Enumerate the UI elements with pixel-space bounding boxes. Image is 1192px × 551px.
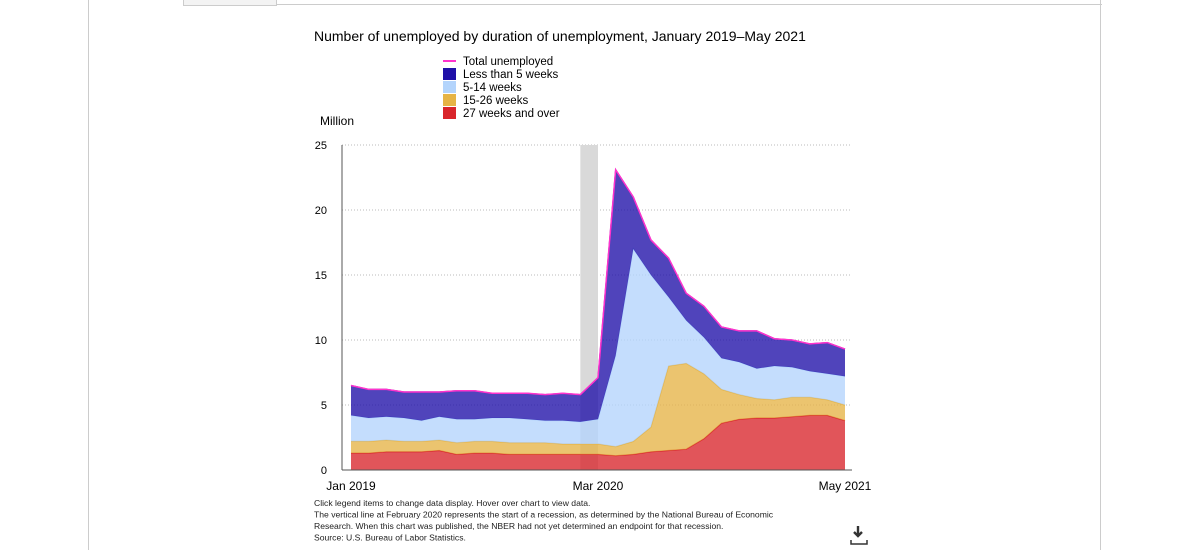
legend-swatch (443, 107, 456, 119)
note: Click legend items to change data displa… (314, 498, 590, 508)
legend-item[interactable]: 15-26 weeks (443, 94, 528, 107)
note: The vertical line at February 2020 repre… (314, 510, 774, 520)
y-tick-label: 5 (321, 400, 327, 412)
legend-label: 5-14 weeks (463, 82, 522, 94)
legend-label: Less than 5 weeks (463, 69, 559, 81)
total-line (350, 167, 846, 396)
panel (183, 4, 1102, 551)
legend-swatch (443, 81, 456, 93)
frame (88, 0, 1101, 550)
legend-item[interactable]: 5-14 weeks (443, 81, 522, 94)
y-tick-label: 15 (315, 270, 327, 282)
download-icon[interactable] (850, 526, 868, 545)
legend-item[interactable]: Less than 5 weeks (443, 68, 559, 81)
legend-label: 15-26 weeks (463, 95, 528, 107)
area (351, 249, 845, 447)
y-axis-label: Million (320, 114, 354, 128)
area (351, 363, 845, 456)
legend-swatch (443, 68, 456, 80)
note: Source: U.S. Bureau of Labor Statistics. (314, 533, 466, 543)
legend-item[interactable]: Total unemployed (443, 56, 553, 68)
legend-label: 27 weeks and over (463, 108, 560, 120)
y-tick-label: 20 (315, 205, 327, 217)
x-tick-label: Mar 2020 (573, 479, 624, 493)
tab[interactable] (183, 0, 277, 6)
y-tick-label: 25 (315, 140, 327, 152)
x-tick-label: Jan 2019 (326, 479, 376, 493)
area (351, 169, 845, 422)
legend-swatch (443, 94, 456, 106)
chart-title: Number of unemployed by duration of unem… (314, 28, 806, 44)
note: Research. When this chart was published,… (314, 521, 723, 531)
area (351, 415, 845, 470)
legend-item[interactable]: 27 weeks and over (443, 107, 560, 120)
y-tick-label: 10 (315, 335, 327, 347)
y-tick-label: 0 (321, 465, 327, 477)
x-tick-label: May 2021 (819, 479, 872, 493)
legend-label: Total unemployed (463, 56, 553, 68)
